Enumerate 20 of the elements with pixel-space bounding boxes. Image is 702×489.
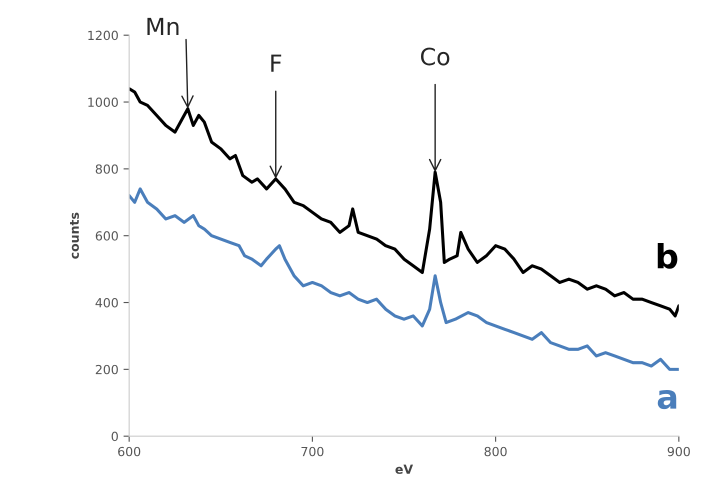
annotation: Mn (147, 18, 178, 36)
y-tick-label: 1200 (88, 30, 118, 40)
y-tick-label: 400 (96, 298, 118, 308)
x-tick-label: 800 (484, 446, 507, 456)
y-axis-title: counts (70, 212, 79, 259)
annotation: F (271, 54, 282, 72)
y-tick-label: 800 (96, 164, 118, 174)
y-tick-label: 0 (112, 432, 118, 442)
annotation: Co (421, 48, 450, 66)
series-label: a (658, 390, 676, 410)
y-tick-label: 600 (96, 231, 118, 241)
line-series (129, 87, 679, 318)
y-tick-label: 200 (96, 364, 118, 374)
x-tick-label: 600 (118, 446, 140, 456)
y-tick-label: 1000 (88, 98, 118, 107)
x-tick-label: 700 (301, 446, 324, 456)
x-axis-title: eV (395, 464, 414, 474)
series-label: b (658, 242, 678, 269)
x-tick-label: 900 (668, 446, 690, 456)
line-series (129, 187, 679, 371)
